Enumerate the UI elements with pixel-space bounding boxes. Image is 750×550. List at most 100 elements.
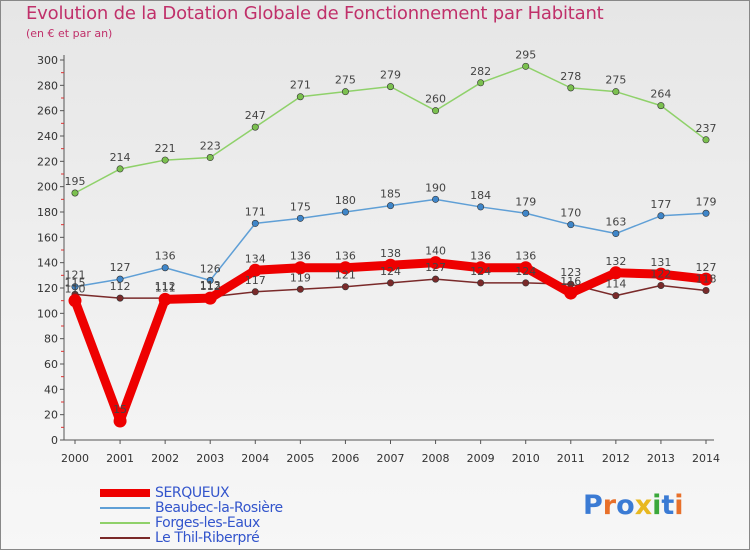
x-tick-label: 2013 (647, 452, 675, 465)
data-point-beaubec-la-rosi-re (296, 214, 304, 222)
data-label-beaubec-la-rosi-re: 163 (605, 216, 626, 229)
data-label-serqueux: 136 (335, 250, 356, 263)
data-label-le-thil-riberpr-: 112 (110, 280, 131, 293)
y-tick-label: 240 (37, 130, 58, 143)
data-point-le-thil-riberpr- (522, 279, 530, 287)
data-label-beaubec-la-rosi-re: 175 (290, 200, 311, 213)
data-label-beaubec-la-rosi-re: 179 (696, 195, 717, 208)
y-tick-label: 60 (44, 358, 58, 371)
legend-swatch-forges (100, 522, 150, 524)
logo-letter: t (661, 490, 675, 521)
data-label-serqueux: 134 (245, 252, 266, 265)
data-point-serqueux (654, 267, 668, 281)
data-label-le-thil-riberpr-: 118 (696, 273, 717, 286)
logo-letter: x (634, 490, 653, 521)
y-tick-label: 280 (37, 79, 58, 92)
data-labels-layer: 115 112 112 113 117 119 121 124 127 124 124 1231141… (65, 48, 717, 416)
x-tick-label: 2000 (61, 452, 89, 465)
y-tick-label: 300 (37, 54, 58, 67)
data-point-serqueux (564, 286, 578, 300)
data-point-serqueux (203, 291, 217, 305)
data-point-serqueux (519, 261, 533, 275)
data-label-forges-les-eaux: 195 (65, 175, 86, 188)
logo-letter: o (616, 490, 635, 521)
data-point-le-thil-riberpr- (657, 281, 665, 289)
data-point-forges-les-eaux (477, 79, 485, 87)
data-label-beaubec-la-rosi-re: 177 (650, 198, 671, 211)
data-label-le-thil-riberpr-: 123 (560, 266, 581, 279)
data-point-forges-les-eaux (161, 156, 169, 164)
y-tick-label: 100 (37, 307, 58, 320)
x-tick-label: 2012 (602, 452, 630, 465)
data-label-serqueux: 112 (200, 280, 221, 293)
data-point-beaubec-la-rosi-re (251, 219, 259, 227)
data-label-beaubec-la-rosi-re: 180 (335, 194, 356, 207)
data-label-forges-les-eaux: 295 (515, 48, 536, 61)
data-point-forges-les-eaux (296, 93, 304, 101)
data-point-beaubec-la-rosi-re (612, 230, 620, 238)
data-point-le-thil-riberpr- (702, 287, 710, 295)
data-point-forges-les-eaux (251, 123, 259, 131)
data-point-forges-les-eaux (386, 83, 394, 91)
data-label-forges-les-eaux: 237 (696, 122, 717, 135)
legend-label-beaubec: Beaubec-la-Rosière (155, 500, 283, 516)
series-layer (68, 62, 713, 428)
data-label-le-thil-riberpr-: 124 (515, 265, 536, 278)
data-point-le-thil-riberpr- (251, 288, 259, 296)
x-tick-label: 2008 (422, 452, 450, 465)
x-tick-label: 2006 (331, 452, 359, 465)
y-tick-label: 120 (37, 282, 58, 295)
y-tick-label: 180 (37, 206, 58, 219)
data-label-beaubec-la-rosi-re: 179 (515, 195, 536, 208)
data-point-forges-les-eaux (567, 84, 575, 92)
data-label-forges-les-eaux: 271 (290, 79, 311, 92)
data-point-serqueux (609, 266, 623, 280)
x-tick-label: 2005 (286, 452, 314, 465)
legend-swatch-beaubec (100, 507, 150, 509)
y-tick-label: 20 (44, 409, 58, 422)
data-label-le-thil-riberpr-: 124 (380, 265, 401, 278)
chart-title: Evolution de la Dotation Globale de Fonc… (26, 3, 604, 24)
data-label-beaubec-la-rosi-re: 121 (65, 269, 86, 282)
data-label-forges-les-eaux: 260 (425, 93, 446, 106)
data-point-beaubec-la-rosi-re (702, 209, 710, 217)
data-label-forges-les-eaux: 214 (110, 151, 131, 164)
data-point-beaubec-la-rosi-re (71, 283, 79, 291)
data-point-serqueux (384, 258, 397, 272)
data-label-beaubec-la-rosi-re: 185 (380, 188, 401, 201)
data-point-forges-les-eaux (71, 189, 79, 197)
logo-letter: r (602, 490, 617, 521)
x-tick-label: 2002 (151, 452, 179, 465)
proxiti-logo: Proxiti (583, 490, 684, 521)
data-label-beaubec-la-rosi-re: 136 (155, 250, 176, 263)
data-label-serqueux: 136 (470, 250, 491, 263)
y-tick-label: 160 (37, 231, 58, 244)
data-label-le-thil-riberpr-: 121 (335, 269, 356, 282)
data-label-le-thil-riberpr-: 114 (605, 278, 626, 291)
x-tick-label: 2014 (692, 452, 720, 465)
data-label-le-thil-riberpr-: 124 (470, 265, 491, 278)
data-point-le-thil-riberpr- (432, 275, 440, 283)
x-tick-label: 2011 (557, 452, 585, 465)
data-point-serqueux (338, 261, 352, 275)
data-label-serqueux: 131 (650, 256, 671, 269)
data-label-serqueux: 111 (155, 281, 176, 294)
chart-subtitle: (en € et par an) (26, 27, 113, 40)
data-label-forges-les-eaux: 282 (470, 65, 491, 78)
data-point-forges-les-eaux (341, 88, 349, 96)
data-point-beaubec-la-rosi-re (522, 209, 530, 217)
x-tick-label: 2001 (106, 452, 134, 465)
data-label-serqueux: 136 (290, 250, 311, 263)
data-label-le-thil-riberpr-: 113 (200, 279, 221, 292)
data-point-forges-les-eaux (522, 62, 530, 70)
data-label-serqueux: 140 (425, 245, 446, 258)
data-point-le-thil-riberpr- (296, 285, 304, 293)
logo-letter: i (652, 490, 662, 521)
logo-letter: P (583, 490, 603, 521)
data-point-forges-les-eaux (657, 102, 665, 110)
data-point-forges-les-eaux (702, 136, 710, 144)
data-label-beaubec-la-rosi-re: 170 (560, 207, 581, 220)
data-point-beaubec-la-rosi-re (477, 203, 485, 211)
data-label-serqueux: 138 (380, 247, 401, 260)
data-label-serqueux: 136 (515, 250, 536, 263)
